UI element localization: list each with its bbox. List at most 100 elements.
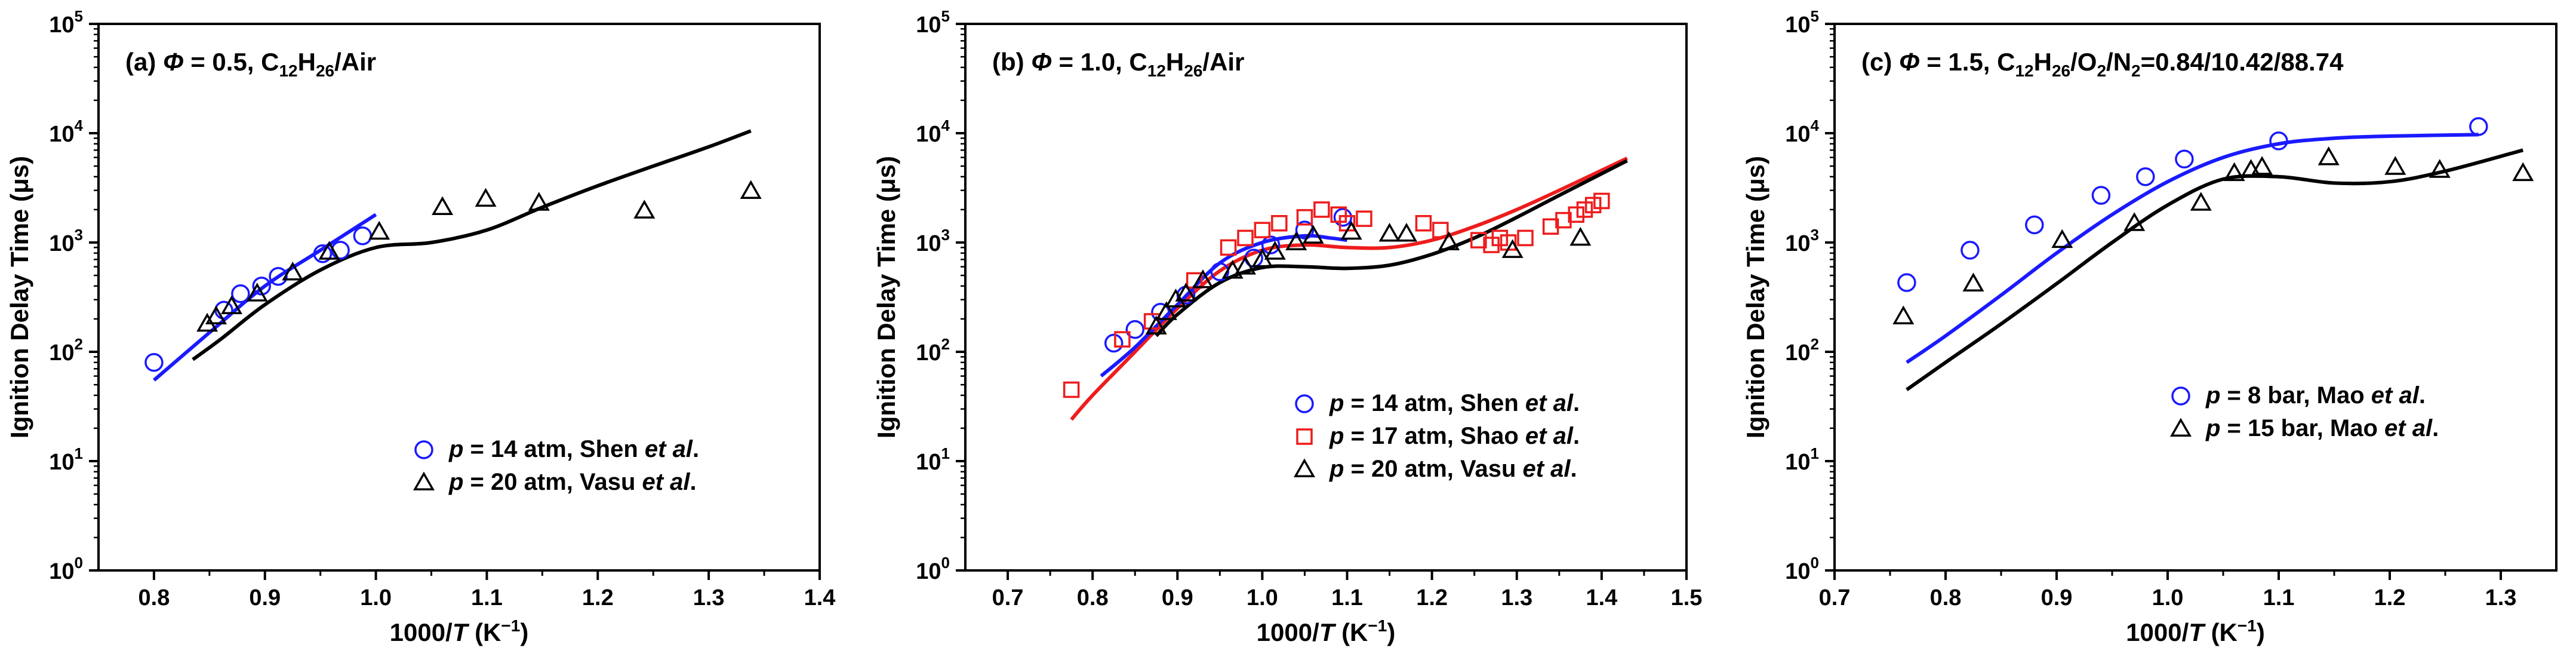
y-tick-exponent: 5 [1811, 7, 1819, 25]
legend-marker [1295, 394, 1314, 413]
y-axis-title: Ignition Delay Time (μs) [5, 156, 33, 438]
legend-p: p [448, 436, 463, 462]
model-line-black [1906, 148, 2523, 391]
data-point [1517, 229, 1534, 247]
data-point [2123, 212, 2146, 231]
model-line-red [1070, 156, 1628, 421]
legend-marker [413, 471, 435, 490]
data-point [368, 220, 390, 240]
x-tick-label: 1.3 [693, 585, 725, 610]
series-1 [1892, 146, 2534, 325]
data-point [432, 196, 454, 216]
chart-panel-0: 0.8 0.9 1.0 1.1 1.2 1.3 1.4100101102103104105I… [5, 7, 835, 646]
legend-etal: et al [1525, 423, 1574, 449]
x-title-main: 1000/ [1257, 618, 1319, 646]
y-tick-label: 100 [49, 554, 83, 584]
data-point [1285, 231, 1307, 250]
model-line-black [192, 129, 752, 361]
y-tick-base: 10 [1785, 122, 1810, 147]
data-point [1063, 381, 1080, 398]
y-tick-exponent: 0 [75, 554, 83, 572]
y-tick-label: 103 [49, 226, 83, 256]
legend-p: p [1329, 456, 1344, 482]
x-tick-label: 1.1 [471, 585, 503, 610]
data-point [1165, 289, 1187, 308]
legend-text: = 15 bar, Mao [2220, 415, 2384, 441]
y-tick-exponent: 1 [1811, 444, 1819, 462]
data-point [313, 244, 333, 263]
data-point [1432, 222, 1449, 238]
series-1 [1063, 192, 1610, 398]
x-tick-label: 1.4 [804, 585, 836, 610]
data-point [1220, 239, 1237, 256]
y-tick-exponent: 0 [941, 554, 950, 572]
legend-marker [414, 440, 433, 459]
y-tick-exponent: 5 [941, 7, 950, 25]
x-title-var: T [453, 618, 470, 646]
x-tick-label: 1.2 [582, 585, 614, 610]
series-0 [1897, 117, 2488, 292]
title-text: = 1.0, C [1052, 48, 1147, 76]
title-sub: 26 [1184, 62, 1202, 80]
x-tick-label: 0.9 [2041, 585, 2073, 610]
x-title-var: T [1319, 618, 1337, 646]
title-sub: 12 [279, 62, 297, 80]
y-tick-exponent: 3 [75, 226, 83, 244]
title-tag: (b) [992, 48, 1031, 76]
data-point [740, 180, 762, 200]
y-tick-base: 10 [49, 450, 74, 475]
y-tick-exponent: 2 [941, 335, 950, 353]
data-point [2429, 159, 2451, 178]
data-point [1264, 241, 1286, 260]
legend-marker [1293, 458, 1316, 477]
x-tick-label: 1.1 [1331, 585, 1363, 610]
x-tick-label: 0.8 [1077, 585, 1109, 610]
title-text: H [298, 48, 316, 76]
data-point [1125, 320, 1144, 339]
title-phi: Φ [1899, 48, 1920, 76]
legend-p: p [1329, 423, 1344, 449]
x-title-close: ) [2257, 618, 2265, 646]
data-point [1415, 215, 1432, 232]
x-tick-label: 1.4 [1586, 585, 1617, 610]
x-tick-label: 0.7 [1819, 585, 1851, 610]
y-tick-label: 105 [49, 7, 83, 38]
legend-text: = 8 bar, Mao [2220, 382, 2371, 409]
y-tick-base: 10 [916, 122, 941, 147]
x-tick-label: 1.3 [1501, 585, 1532, 610]
data-point [1234, 256, 1257, 275]
data-point [528, 192, 550, 211]
title-sub: 2 [2097, 62, 2106, 80]
data-point [1295, 220, 1315, 240]
data-point [246, 283, 268, 302]
y-tick-label: 102 [916, 335, 950, 366]
title-phi: Φ [163, 48, 184, 76]
y-tick-exponent: 1 [941, 444, 950, 462]
chart-panel-2: 0.7 0.8 0.9 1.0 1.1 1.2 1.3100101102103104105I… [1741, 7, 2557, 646]
title-sub: 12 [1147, 62, 1166, 80]
panel-title: (b) Φ = 1.0, C12H26/Air [992, 48, 1244, 80]
title-text: /Air [334, 48, 376, 76]
legend-etal: et al [1525, 390, 1574, 416]
data-point [1340, 220, 1362, 240]
y-tick-exponent: 2 [1811, 335, 1819, 353]
title-text: =0.84/10.42/88.74 [2141, 48, 2344, 76]
data-point [1192, 269, 1214, 289]
y-tick-base: 10 [916, 450, 941, 475]
y-tick-base: 10 [49, 231, 74, 256]
y-axis-title: Ignition Delay Time (μs) [1741, 156, 1769, 438]
data-point [353, 226, 373, 245]
data-point [282, 261, 304, 281]
y-tick-label: 100 [1785, 554, 1819, 584]
legend-etal: et al [642, 469, 691, 495]
data-point [633, 200, 655, 219]
x-title-close: ) [1387, 618, 1395, 646]
y-tick-base: 10 [49, 122, 74, 147]
data-point [1584, 197, 1602, 214]
y-tick-base: 10 [916, 559, 941, 584]
y-tick-label: 104 [49, 116, 83, 147]
model-line-blue [152, 213, 377, 382]
data-point [2051, 229, 2073, 248]
y-tick-exponent: 2 [75, 335, 83, 353]
